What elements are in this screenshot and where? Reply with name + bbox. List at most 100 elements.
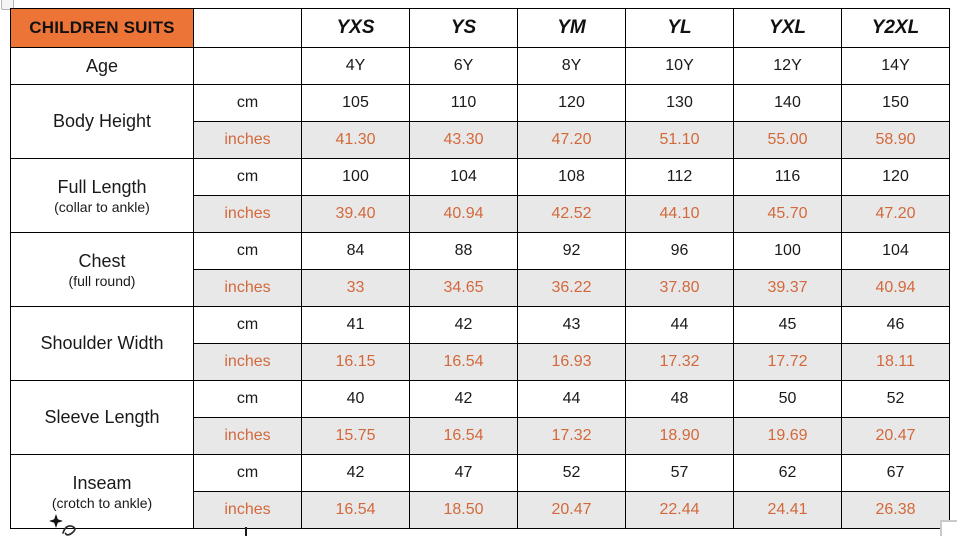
age-value-cell: 6Y xyxy=(409,47,518,85)
row-label-text: Body Height xyxy=(52,111,152,131)
cm-value-cell: 45 xyxy=(733,306,842,344)
cm-value-cell: 112 xyxy=(625,158,734,196)
inches-value-cell: 36.22 xyxy=(517,269,626,307)
row-label-text: Chest xyxy=(78,250,126,271)
inches-value-cell: 40.94 xyxy=(409,195,518,233)
inches-value-cell: 42.52 xyxy=(517,195,626,233)
inches-value-cell: 20.47 xyxy=(841,417,950,455)
unit-cm-label: cm xyxy=(193,380,302,418)
age-unit-spacer-cell xyxy=(193,47,302,85)
cm-value-cell: 41 xyxy=(301,306,410,344)
unit-inches-label: inches xyxy=(193,195,302,233)
inches-value-cell: 43.30 xyxy=(409,121,518,159)
cm-value-cell: 50 xyxy=(733,380,842,418)
cm-value-cell: 104 xyxy=(409,158,518,196)
inches-value-cell: 37.80 xyxy=(625,269,734,307)
body-height-cm-row: Body Height cm 105 110 120 130 140 150 xyxy=(10,84,950,159)
unit-inches-label: inches xyxy=(193,417,302,455)
textbox-outline-artifact xyxy=(940,520,957,536)
header-row: CHILDREN SUITS YXS YS YM YL YXL Y2XL xyxy=(10,8,950,48)
inches-value-cell: 45.70 xyxy=(733,195,842,233)
body-height-inches-row: inches 41.30 43.30 47.20 51.10 55.00 58.… xyxy=(11,121,950,159)
size-col-header-yxl: YXL xyxy=(733,8,842,48)
age-value-cell: 10Y xyxy=(625,47,734,85)
inches-value-cell: 20.47 xyxy=(517,491,626,529)
inches-value-cell: 47.20 xyxy=(841,195,950,233)
sleeve-length-inches-row: inches 15.75 16.54 17.32 18.90 19.69 20.… xyxy=(11,417,950,455)
unit-inches-label: inches xyxy=(193,269,302,307)
age-value-cell: 14Y xyxy=(841,47,950,85)
row-label-text: Full Length xyxy=(57,176,147,197)
sleeve-length-cm-row: Sleeve Length cm 40 42 44 48 50 52 xyxy=(10,380,950,455)
cm-value-cell: 42 xyxy=(409,306,518,344)
cm-value-cell: 42 xyxy=(301,454,410,492)
cm-value-cell: 96 xyxy=(625,232,734,270)
cm-value-cell: 44 xyxy=(625,306,734,344)
body-height-row-label: Body Height xyxy=(10,84,194,159)
inseam-cm-row: Inseam (crotch to ankle) cm 42 47 52 57 … xyxy=(10,454,950,529)
cm-value-cell: 62 xyxy=(733,454,842,492)
size-col-header-ym: YM xyxy=(517,8,626,48)
row-label-text: Sleeve Length xyxy=(44,407,160,427)
size-table: CHILDREN SUITS YXS YS YM YL YXL Y2XL Age… xyxy=(10,8,950,529)
cm-value-cell: 40 xyxy=(301,380,410,418)
sleeve-length-row-label: Sleeve Length xyxy=(10,380,194,455)
inches-value-cell: 39.37 xyxy=(733,269,842,307)
selection-handle-icon xyxy=(1,0,14,10)
cm-value-cell: 130 xyxy=(625,84,734,122)
unit-inches-label: inches xyxy=(193,343,302,381)
chest-inches-row: inches 33 34.65 36.22 37.80 39.37 40.94 xyxy=(11,269,950,307)
size-col-header-yxs: YXS xyxy=(301,8,410,48)
cm-value-cell: 48 xyxy=(625,380,734,418)
unit-cm-label: cm xyxy=(193,158,302,196)
full-length-cm-row: Full Length (collar to ankle) cm 100 104… xyxy=(10,158,950,233)
inseam-inches-row: inches 16.54 18.50 20.47 22.44 24.41 26.… xyxy=(11,491,950,529)
inches-value-cell: 16.54 xyxy=(409,417,518,455)
header-spacer-cell xyxy=(193,8,302,48)
table-title: CHILDREN SUITS xyxy=(10,8,194,48)
unit-cm-label: cm xyxy=(193,232,302,270)
row-label-subtext: (full round) xyxy=(68,272,136,289)
shoulder-width-cm-row: Shoulder Width cm 41 42 43 44 45 46 xyxy=(10,306,950,381)
inches-value-cell: 34.65 xyxy=(409,269,518,307)
inches-value-cell: 58.90 xyxy=(841,121,950,159)
inches-value-cell: 17.32 xyxy=(517,417,626,455)
cm-value-cell: 120 xyxy=(841,158,950,196)
age-value-cell: 12Y xyxy=(733,47,842,85)
inches-value-cell: 17.72 xyxy=(733,343,842,381)
cm-value-cell: 57 xyxy=(625,454,734,492)
unit-cm-label: cm xyxy=(193,84,302,122)
inches-value-cell: 18.90 xyxy=(625,417,734,455)
inches-value-cell: 16.93 xyxy=(517,343,626,381)
cm-value-cell: 67 xyxy=(841,454,950,492)
inches-value-cell: 39.40 xyxy=(301,195,410,233)
cm-value-cell: 110 xyxy=(409,84,518,122)
age-row-label: Age xyxy=(10,47,194,85)
inches-value-cell: 51.10 xyxy=(625,121,734,159)
inches-value-cell: 18.11 xyxy=(841,343,950,381)
inches-value-cell: 41.30 xyxy=(301,121,410,159)
cm-value-cell: 84 xyxy=(301,232,410,270)
cm-value-cell: 100 xyxy=(733,232,842,270)
inches-value-cell: 22.44 xyxy=(625,491,734,529)
age-value-cell: 8Y xyxy=(517,47,626,85)
size-col-header-yl: YL xyxy=(625,8,734,48)
cm-value-cell: 108 xyxy=(517,158,626,196)
age-row: Age 4Y 6Y 8Y 10Y 12Y 14Y xyxy=(10,47,950,85)
inches-value-cell: 33 xyxy=(301,269,410,307)
chest-cm-row: Chest (full round) cm 84 88 92 96 100 10… xyxy=(10,232,950,307)
inches-value-cell: 15.75 xyxy=(301,417,410,455)
inches-value-cell: 55.00 xyxy=(733,121,842,159)
row-label-subtext: (crotch to ankle) xyxy=(51,494,153,511)
cm-value-cell: 116 xyxy=(733,158,842,196)
cm-value-cell: 47 xyxy=(409,454,518,492)
inches-value-cell: 24.41 xyxy=(733,491,842,529)
cm-value-cell: 120 xyxy=(517,84,626,122)
cm-value-cell: 44 xyxy=(517,380,626,418)
row-label-text: Inseam xyxy=(72,472,132,493)
cm-value-cell: 92 xyxy=(517,232,626,270)
unit-cm-label: cm xyxy=(193,454,302,492)
cm-value-cell: 140 xyxy=(733,84,842,122)
full-length-row-label: Full Length (collar to ankle) xyxy=(10,158,194,233)
unit-inches-label: inches xyxy=(193,491,302,529)
